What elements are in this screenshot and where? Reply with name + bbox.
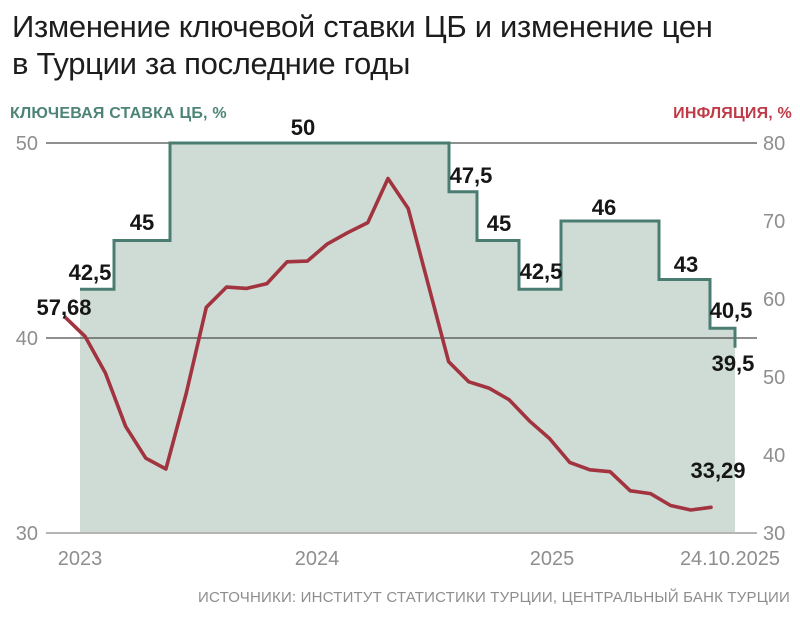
inflation-value-label: 33,29 bbox=[690, 458, 745, 483]
x-axis-label: 2023 bbox=[58, 548, 103, 570]
left-axis-tick: 50 bbox=[16, 133, 38, 155]
key-rate-value-label: 42,5 bbox=[520, 259, 563, 284]
key-rate-value-label: 43 bbox=[674, 252, 698, 277]
left-axis-tick: 30 bbox=[16, 523, 38, 545]
x-axis-label: 2024 bbox=[295, 548, 340, 570]
key-rate-value-label: 46 bbox=[592, 195, 616, 220]
key-rate-value-label: 47,5 bbox=[450, 163, 493, 188]
right-axis-tick: 30 bbox=[763, 523, 785, 545]
chart-title: Изменение ключевой ставки ЦБ и изменение… bbox=[12, 8, 792, 82]
chart-title-line-2: в Турции за последние годы bbox=[12, 46, 411, 81]
inflation-line bbox=[63, 176, 713, 512]
source-note: ИСТОЧНИКИ: ИНСТИТУТ СТАТИСТИКИ ТУРЦИИ, Ц… bbox=[198, 589, 790, 606]
key-rate-step-line bbox=[80, 141, 737, 348]
x-axis-label: 24.10.2025 bbox=[680, 548, 780, 570]
key-rate-value-label: 50 bbox=[291, 115, 315, 140]
key-rate-value-label: 42,5 bbox=[69, 260, 112, 285]
key-rate-value-label: 45 bbox=[487, 211, 511, 236]
right-axis-tick: 80 bbox=[763, 133, 785, 155]
inflation-value-label: 57,68 bbox=[36, 295, 91, 320]
right-axis-tick: 60 bbox=[763, 289, 785, 311]
key-rate-value-label: 40,5 bbox=[710, 298, 753, 323]
key-rate-axis-label: КЛЮЧЕВАЯ СТАВКА ЦБ, % bbox=[10, 105, 227, 122]
left-axis-tick: 40 bbox=[16, 328, 38, 350]
x-axis-label: 2025 bbox=[530, 548, 575, 570]
right-axis-tick: 70 bbox=[763, 211, 785, 233]
key-rate-value-label: 39,5 bbox=[712, 351, 755, 376]
inflation-axis-label: ИНФЛЯЦИЯ, % bbox=[673, 105, 792, 122]
right-axis-tick: 40 bbox=[763, 445, 785, 467]
right-axis-tick: 50 bbox=[763, 367, 785, 389]
key-rate-value-label: 45 bbox=[130, 210, 154, 235]
chart-title-line-1: Изменение ключевой ставки ЦБ и изменение… bbox=[12, 9, 713, 44]
